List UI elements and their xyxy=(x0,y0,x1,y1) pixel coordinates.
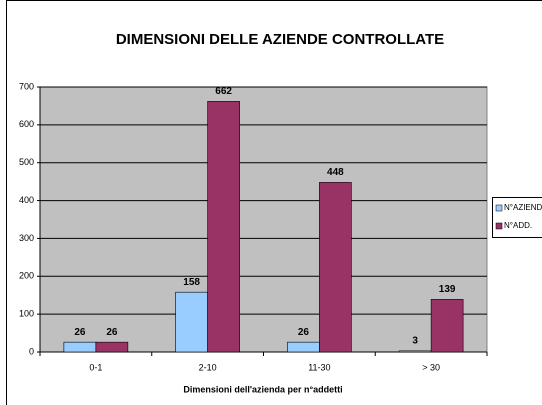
data-label: 26 xyxy=(106,327,118,338)
bar xyxy=(207,101,240,353)
plot-area xyxy=(39,86,488,353)
y-tick-label: 0 xyxy=(29,346,34,356)
data-label: 158 xyxy=(183,277,200,288)
legend xyxy=(492,197,542,238)
y-tick-label: 500 xyxy=(19,157,34,167)
y-tick-label: 100 xyxy=(19,309,34,319)
data-label: 139 xyxy=(439,284,456,295)
data-label: 662 xyxy=(215,86,232,97)
data-label: 448 xyxy=(327,167,344,178)
bar xyxy=(95,341,129,353)
data-label: 3 xyxy=(412,336,418,347)
x-tick-label: 0-1 xyxy=(89,362,102,372)
legend-swatch xyxy=(495,222,503,230)
y-tick-label: 200 xyxy=(19,271,34,281)
bar xyxy=(175,291,208,353)
x-tick-label: > 30 xyxy=(422,362,440,372)
data-label: 26 xyxy=(298,327,310,338)
y-tick-label: 700 xyxy=(19,81,34,91)
y-tick-label: 400 xyxy=(19,195,34,205)
x-tick-label: 2-10 xyxy=(199,362,217,372)
bar xyxy=(63,341,97,353)
x-axis-label: Dimensioni dell'azienda per n°addetti xyxy=(183,384,342,394)
bar xyxy=(430,299,464,353)
chart-title: DIMENSIONI DELLE AZIENDE CONTROLLATE xyxy=(116,31,444,48)
data-label: 26 xyxy=(74,327,86,338)
legend-swatch xyxy=(495,204,503,212)
bar xyxy=(398,350,432,353)
y-tick-label: 300 xyxy=(19,233,34,243)
y-tick-label: 600 xyxy=(19,119,34,129)
x-tick-label: 11-30 xyxy=(308,362,330,372)
legend-label: N°AZIENDE xyxy=(504,203,542,212)
bar xyxy=(319,182,352,353)
bar xyxy=(287,341,320,353)
legend-label: N°ADD. xyxy=(504,221,532,230)
